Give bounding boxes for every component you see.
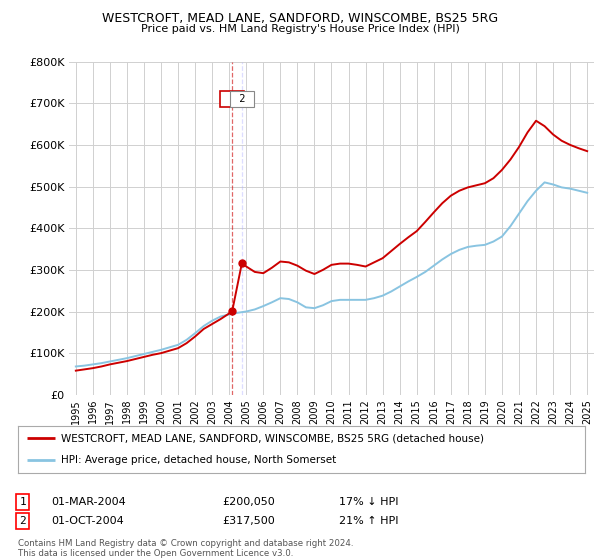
Text: 01-OCT-2004: 01-OCT-2004	[51, 516, 124, 526]
Text: Contains HM Land Registry data © Crown copyright and database right 2024.
This d: Contains HM Land Registry data © Crown c…	[18, 539, 353, 558]
Text: £317,500: £317,500	[222, 516, 275, 526]
Text: £200,050: £200,050	[222, 497, 275, 507]
Text: 21% ↑ HPI: 21% ↑ HPI	[339, 516, 398, 526]
Text: 01-MAR-2004: 01-MAR-2004	[51, 497, 126, 507]
Text: HPI: Average price, detached house, North Somerset: HPI: Average price, detached house, Nort…	[61, 455, 336, 465]
Text: 2: 2	[19, 516, 26, 526]
Text: WESTCROFT, MEAD LANE, SANDFORD, WINSCOMBE, BS25 5RG: WESTCROFT, MEAD LANE, SANDFORD, WINSCOMB…	[102, 12, 498, 25]
Text: 17% ↓ HPI: 17% ↓ HPI	[339, 497, 398, 507]
Text: 2: 2	[233, 94, 251, 104]
Text: 1: 1	[19, 497, 26, 507]
Text: Price paid vs. HM Land Registry's House Price Index (HPI): Price paid vs. HM Land Registry's House …	[140, 24, 460, 34]
Text: 1: 1	[223, 94, 241, 104]
Text: WESTCROFT, MEAD LANE, SANDFORD, WINSCOMBE, BS25 5RG (detached house): WESTCROFT, MEAD LANE, SANDFORD, WINSCOMB…	[61, 433, 484, 444]
